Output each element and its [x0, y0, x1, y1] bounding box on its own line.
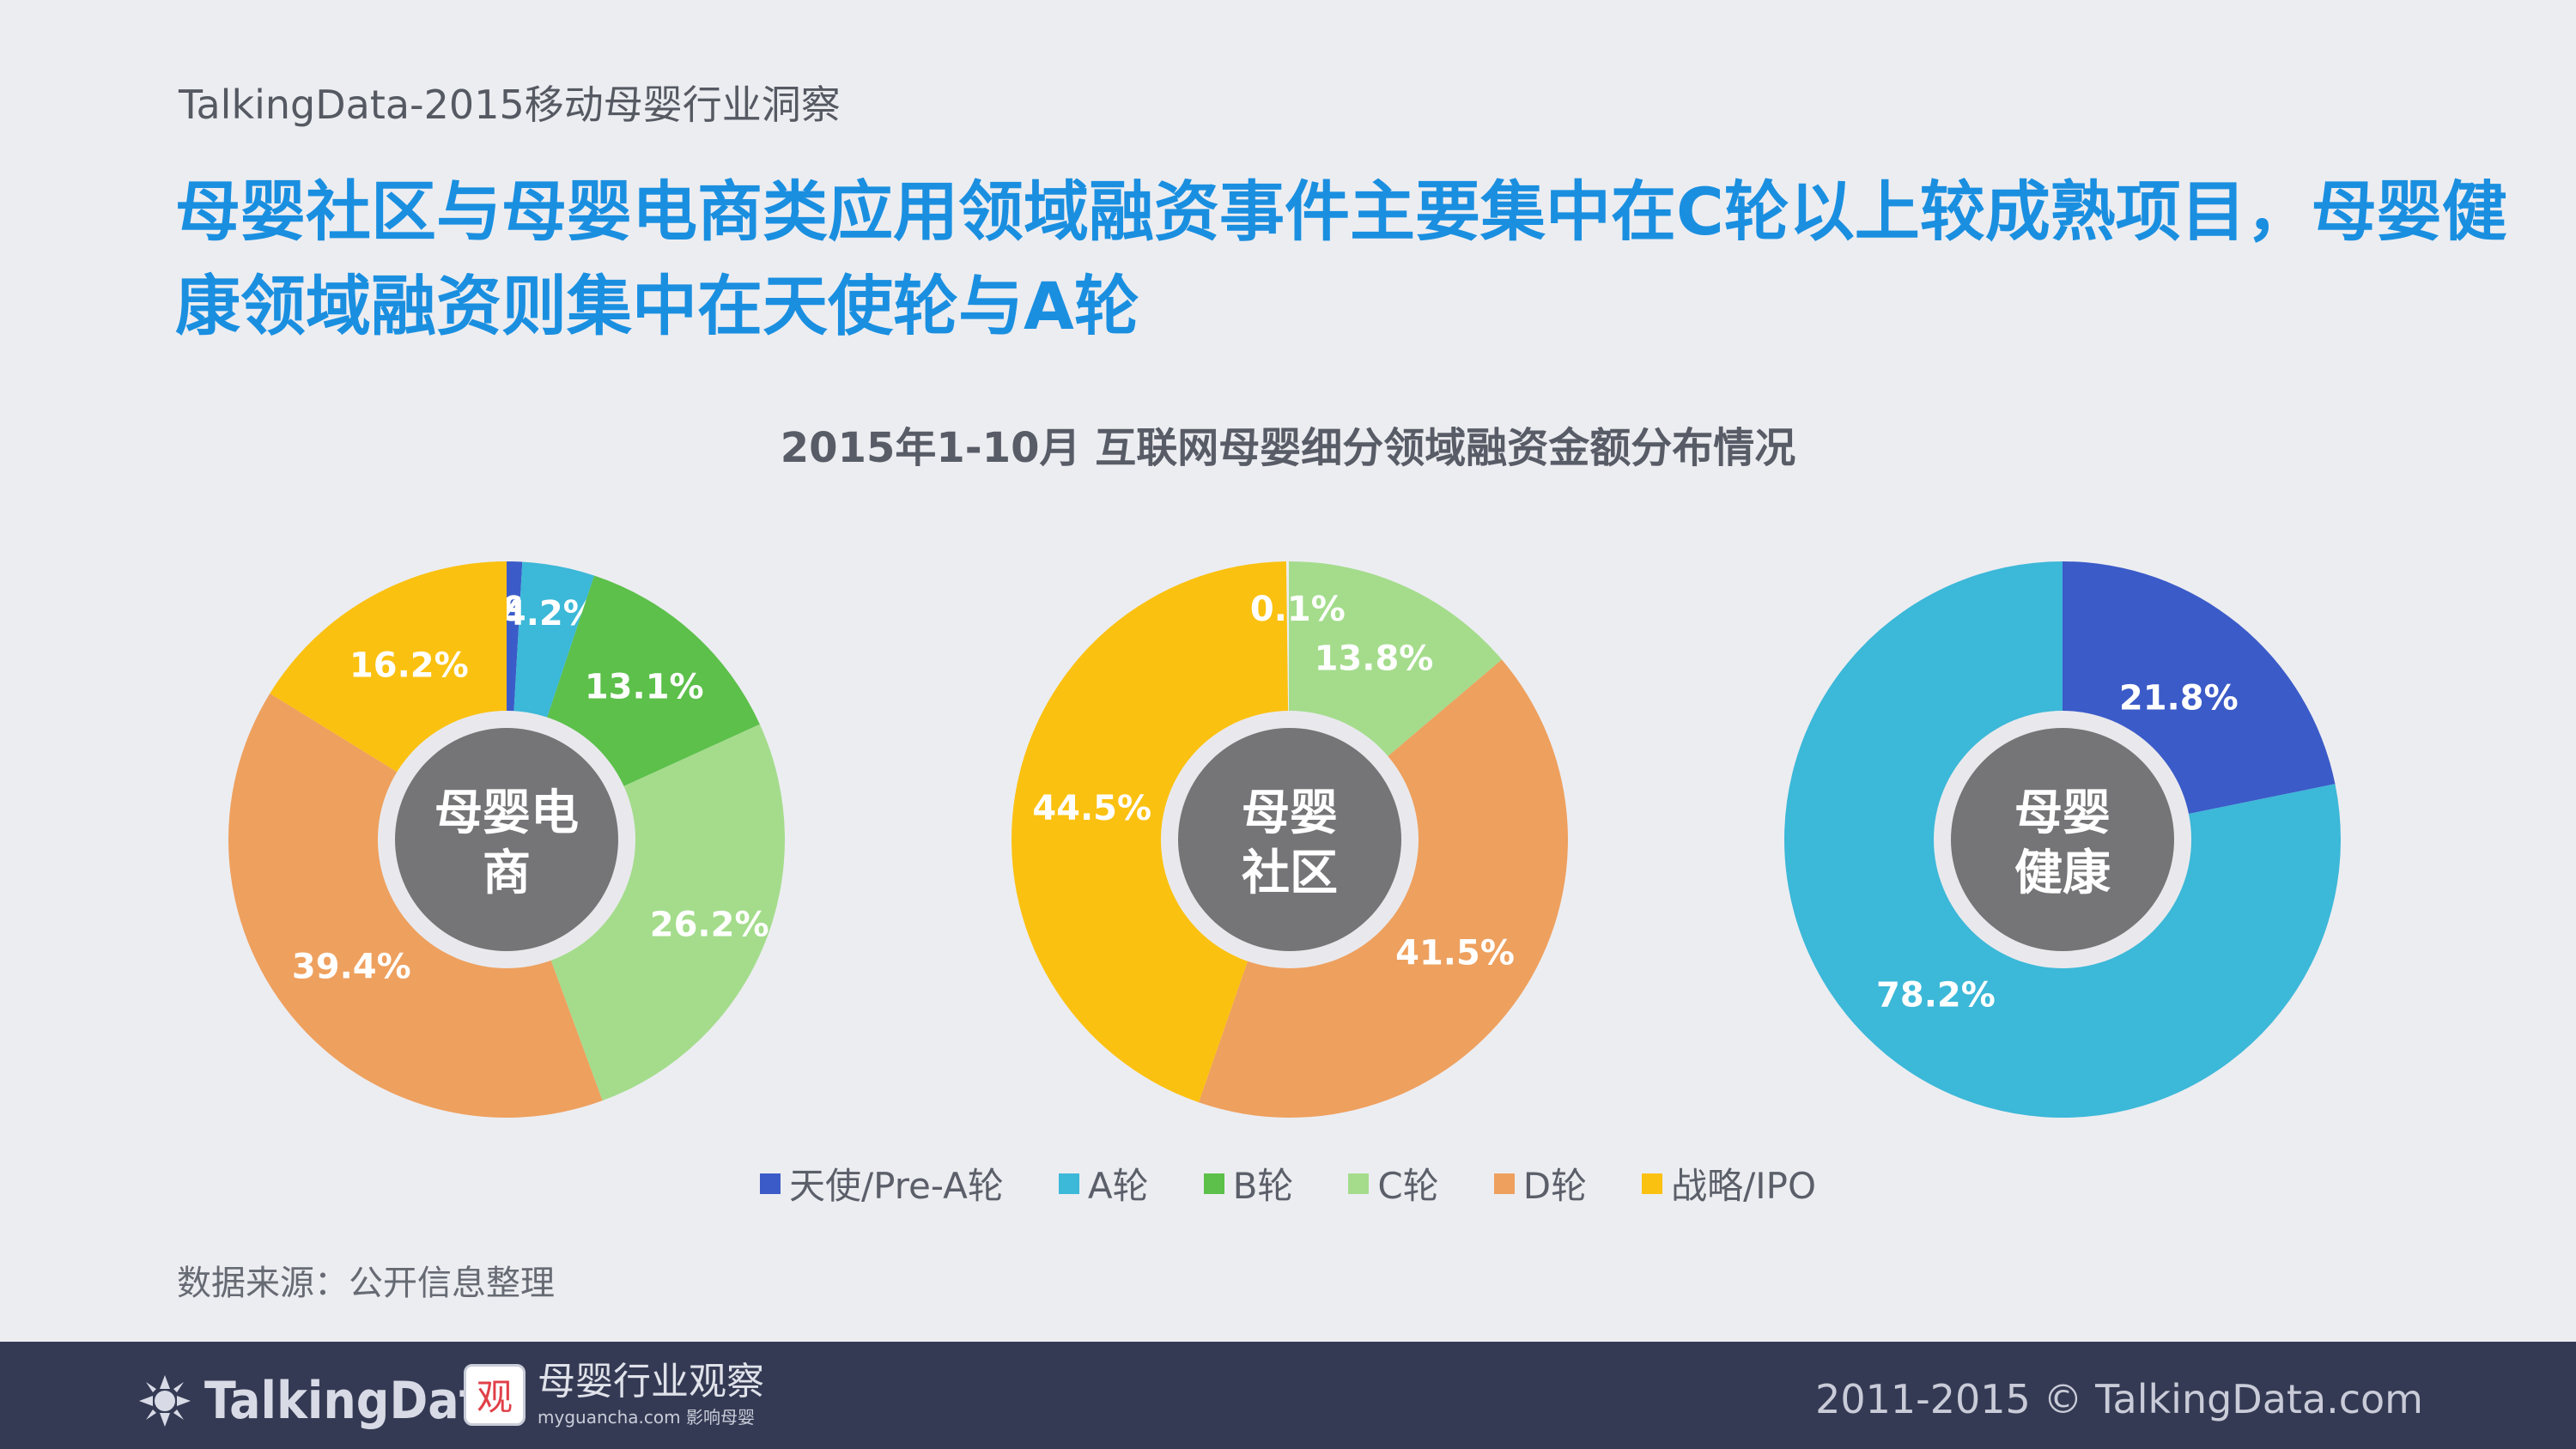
- center-label: 社区: [1242, 846, 1338, 901]
- legend-swatch-c: [1348, 1173, 1370, 1194]
- center-label: 母婴: [2014, 785, 2111, 841]
- data-source-note: 数据来源：公开信息整理: [177, 1264, 555, 1303]
- header-brand-line: TalkingData-2015移动母婴行业洞察: [179, 82, 841, 128]
- center-label: 商: [483, 846, 531, 901]
- legend-swatch-b: [1203, 1173, 1224, 1194]
- legend-swatch-angel: [759, 1173, 781, 1194]
- talkingdata-logo-icon: [139, 1375, 191, 1427]
- legend-item: 天使/Pre-A轮: [759, 1157, 1004, 1210]
- talkingdata-logo: TalkingData: [137, 1371, 513, 1431]
- legend-item: B轮: [1203, 1157, 1293, 1210]
- center-disc: [1178, 728, 1401, 951]
- legend-swatch-strategic: [1642, 1173, 1663, 1194]
- chart-title: 2015年1-10月 互联网母婴细分领域融资金额分布情况: [780, 424, 1796, 472]
- slice-label: 44.5%: [1032, 789, 1151, 828]
- center-disc: [395, 728, 618, 951]
- center-label: 母婴: [1242, 785, 1338, 841]
- copyright: 2011-2015 © TalkingData.com: [1815, 1376, 2423, 1422]
- legend-item: D轮: [1493, 1157, 1587, 1210]
- center-label: 母婴电: [434, 785, 579, 841]
- partner-logo: 观 母婴行业观察 myguancha.com 影响母婴: [464, 1361, 764, 1428]
- slice-label: 39.4%: [292, 948, 411, 987]
- legend-item: A轮: [1058, 1157, 1149, 1210]
- legend-item: 战略/IPO: [1642, 1157, 1816, 1210]
- slice-label: 13.8%: [1315, 639, 1434, 678]
- headline: 母婴社区与母婴电商类应用领域融资事件主要集中在C轮以上较成熟项目，母婴健康领域融…: [175, 173, 2507, 344]
- chart-legend: 天使/Pre-A轮 A轮 B轮 C轮 D轮 战略/IPO: [0, 1157, 2576, 1210]
- partner-badge: 观: [464, 1363, 526, 1426]
- slice-label: 26.2%: [650, 906, 769, 945]
- partner-sub: myguancha.com 影响母婴: [538, 1407, 755, 1428]
- slice-label: 16.2%: [349, 646, 469, 685]
- partner-name: 母婴行业观察: [538, 1360, 764, 1404]
- center-label: 健康: [2014, 846, 2111, 901]
- pie-slice: [1012, 561, 1290, 1103]
- center-disc: [1951, 728, 2174, 951]
- pie-charts: 0.9%4.2%13.1%26.2%39.4%16.2%母婴电商13.8%41.…: [228, 561, 2342, 1118]
- slice-label: 0.1%: [1250, 590, 1346, 629]
- legend-item: C轮: [1348, 1157, 1439, 1210]
- slice-label: 78.2%: [1876, 976, 1996, 1016]
- legend-swatch-a: [1058, 1173, 1079, 1194]
- footer: TalkingData 观 母婴行业观察 myguancha.com 影响母婴 …: [0, 1342, 2576, 1449]
- logo-text: TalkingData: [204, 1371, 513, 1431]
- slice-label: 13.1%: [585, 668, 704, 707]
- slice-label: 41.5%: [1395, 934, 1515, 973]
- slice-label: 21.8%: [2119, 678, 2239, 718]
- legend-swatch-d: [1493, 1173, 1515, 1194]
